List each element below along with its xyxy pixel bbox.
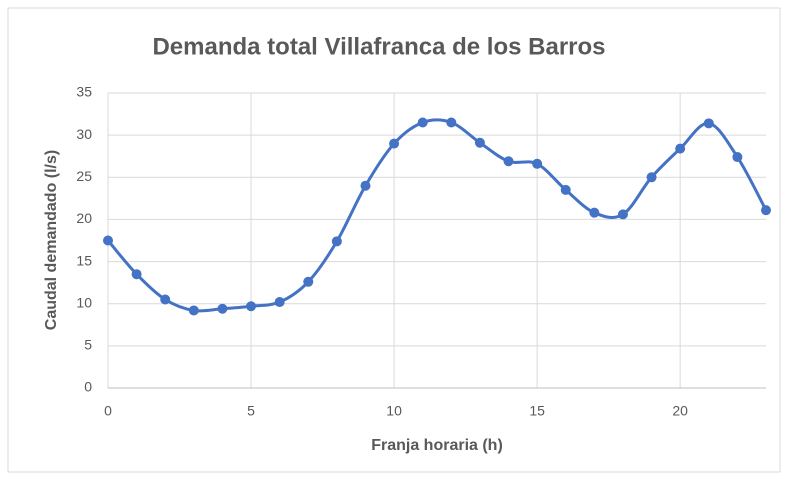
y-tick-label: 0 bbox=[84, 379, 92, 395]
x-tick-label: 10 bbox=[386, 403, 402, 419]
x-axis-label: Franja horaria (h) bbox=[371, 437, 503, 454]
y-axis-label: Caudal demandado (l/s) bbox=[43, 150, 60, 330]
y-tick-label: 30 bbox=[76, 126, 92, 142]
data-point bbox=[417, 117, 428, 128]
data-point bbox=[131, 269, 142, 280]
data-point bbox=[160, 294, 171, 305]
data-point bbox=[217, 303, 228, 314]
x-tick-label: 0 bbox=[104, 403, 112, 419]
y-tick-label: 20 bbox=[76, 210, 92, 226]
data-point bbox=[303, 276, 314, 287]
data-point bbox=[188, 305, 199, 316]
data-point bbox=[331, 236, 342, 247]
data-point bbox=[103, 235, 113, 246]
chart-title: Demanda total Villafranca de los Barros bbox=[152, 33, 605, 60]
data-point bbox=[761, 205, 771, 216]
data-point bbox=[732, 152, 743, 163]
data-point bbox=[617, 209, 628, 220]
data-point bbox=[675, 143, 686, 154]
data-point bbox=[646, 172, 657, 183]
data-point bbox=[446, 117, 457, 128]
data-point bbox=[246, 301, 257, 312]
data-point bbox=[560, 184, 571, 195]
data-point bbox=[274, 297, 285, 308]
x-tick-label: 15 bbox=[529, 403, 545, 419]
data-point bbox=[703, 118, 714, 129]
y-tick-label: 35 bbox=[76, 84, 92, 100]
data-point bbox=[503, 156, 514, 167]
x-tick-label: 20 bbox=[672, 403, 688, 419]
y-tick-label: 15 bbox=[76, 252, 92, 268]
data-point bbox=[589, 207, 600, 218]
y-tick-label: 25 bbox=[76, 168, 92, 184]
x-tick-label: 5 bbox=[247, 403, 255, 419]
data-point bbox=[532, 158, 543, 169]
data-point bbox=[474, 137, 485, 148]
data-point bbox=[360, 180, 371, 191]
data-point bbox=[389, 138, 400, 149]
y-tick-label: 10 bbox=[76, 294, 92, 310]
y-tick-label: 5 bbox=[84, 337, 92, 353]
